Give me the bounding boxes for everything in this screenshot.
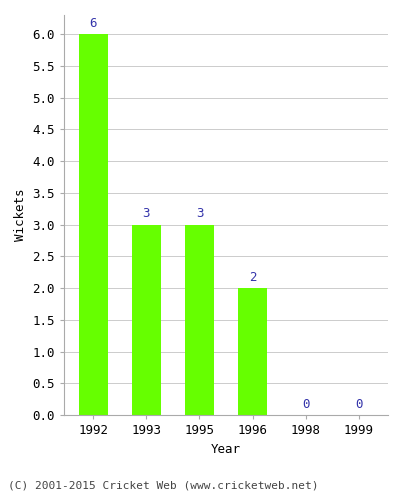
Bar — [79, 34, 108, 415]
Text: (C) 2001-2015 Cricket Web (www.cricketweb.net): (C) 2001-2015 Cricket Web (www.cricketwe… — [8, 480, 318, 490]
Text: 3: 3 — [196, 207, 203, 220]
Bar — [185, 224, 214, 415]
Bar — [238, 288, 267, 415]
Y-axis label: Wickets: Wickets — [14, 188, 27, 242]
Text: 0: 0 — [302, 398, 309, 411]
Text: 0: 0 — [355, 398, 362, 411]
Text: 2: 2 — [249, 270, 256, 283]
Bar — [132, 224, 161, 415]
Text: 6: 6 — [90, 16, 97, 30]
X-axis label: Year: Year — [211, 442, 241, 456]
Text: 3: 3 — [143, 207, 150, 220]
